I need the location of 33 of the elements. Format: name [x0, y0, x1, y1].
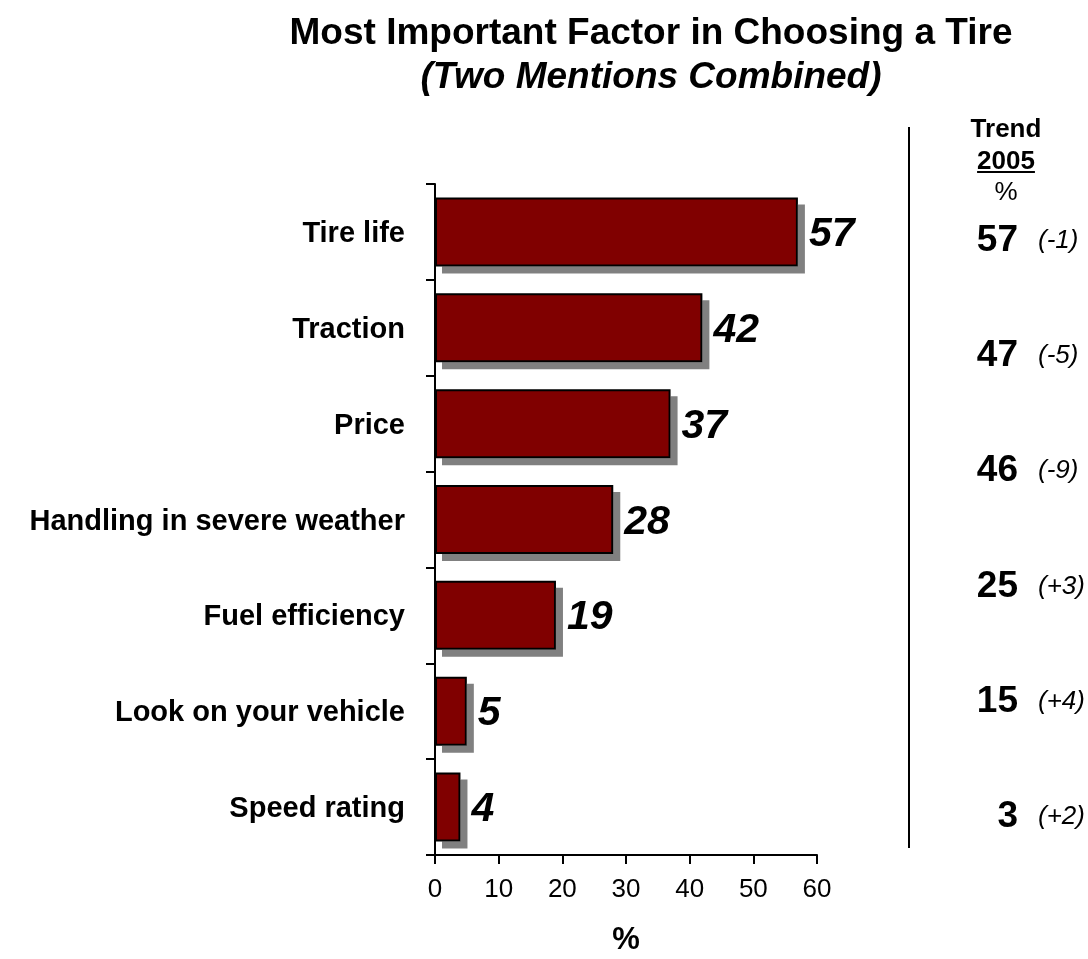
- data-label: 28: [623, 496, 671, 543]
- text: Trend: [970, 113, 1042, 143]
- x-tick-label: 0: [427, 873, 443, 903]
- chart-title: Most Important Factor in Choosing a Tire: [289, 11, 1013, 52]
- y-tick-label: Look on your vehicle: [114, 695, 405, 728]
- x-tick-label: 10: [484, 873, 514, 903]
- chart-subtitle: (Two Mentions Combined): [420, 55, 882, 96]
- x-axis-title: %: [612, 921, 640, 956]
- text: 2005: [977, 144, 1035, 175]
- y-tick-label: Price: [334, 407, 405, 440]
- data-label: 42: [712, 304, 760, 351]
- text: 57 (-1): [976, 218, 1079, 259]
- text: 46 (-9): [976, 448, 1079, 490]
- x-tick-label: 50: [738, 873, 768, 903]
- x-tick-label: 40: [675, 873, 705, 903]
- data-label: 19: [566, 592, 613, 639]
- data-label: 57: [808, 208, 857, 255]
- text: %: [994, 176, 1018, 206]
- y-tick-label: Handling in severe weather: [29, 503, 405, 536]
- data-label: 4: [470, 784, 495, 831]
- data-label: 5: [477, 688, 502, 735]
- x-tick-label: 60: [802, 873, 832, 903]
- x-tick-label: 20: [547, 873, 577, 903]
- y-tick-label: Traction: [292, 311, 405, 344]
- x-tick-label: 30: [611, 873, 641, 903]
- y-tick-label: Speed rating: [229, 791, 405, 824]
- y-tick-label: Fuel efficiency: [203, 599, 405, 632]
- text: 15 (+4): [976, 678, 1085, 720]
- text: 3 (+2): [997, 794, 1085, 835]
- text: 25 (+3): [976, 563, 1085, 605]
- y-tick-label: Tire life: [302, 215, 405, 248]
- text: 47 (-5): [976, 333, 1079, 375]
- data-label: 37: [681, 400, 730, 447]
